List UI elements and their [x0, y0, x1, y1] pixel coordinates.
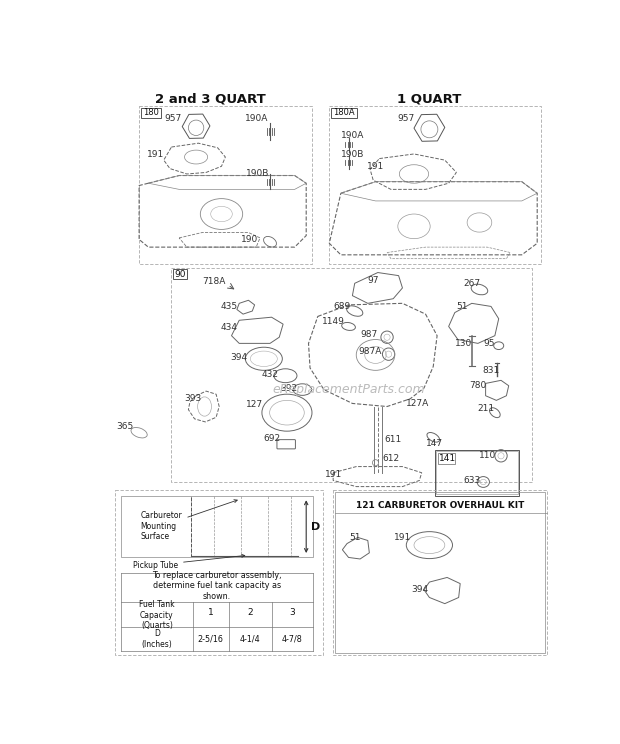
- Text: 191: 191: [394, 533, 411, 542]
- Text: Pickup Tube: Pickup Tube: [133, 554, 245, 570]
- Text: 611: 611: [384, 435, 402, 444]
- Text: 191: 191: [367, 161, 384, 171]
- Text: 689: 689: [334, 302, 351, 311]
- Text: 110: 110: [479, 452, 496, 461]
- Text: 97: 97: [368, 276, 379, 285]
- Text: 130: 130: [456, 339, 472, 348]
- Text: To replace carburetor assembly,
determine fuel tank capacity as
shown.: To replace carburetor assembly, determin…: [152, 571, 281, 601]
- Text: 211: 211: [477, 404, 494, 414]
- Text: 2-5/16: 2-5/16: [198, 635, 224, 644]
- Text: 394: 394: [411, 586, 428, 594]
- Bar: [438, 452, 455, 464]
- Text: 180A: 180A: [333, 109, 355, 118]
- Bar: [329, 106, 541, 264]
- Text: 95: 95: [483, 339, 494, 348]
- Text: Carburetor
Mounting
Surface: Carburetor Mounting Surface: [141, 500, 237, 541]
- Text: 612: 612: [383, 455, 399, 464]
- Bar: [436, 451, 518, 494]
- Bar: [335, 492, 545, 653]
- Text: 957: 957: [164, 114, 182, 123]
- Bar: [333, 490, 547, 655]
- Text: 190: 190: [241, 235, 259, 244]
- Text: 190B: 190B: [246, 170, 269, 179]
- Text: 365: 365: [117, 422, 134, 431]
- Text: 127A: 127A: [406, 399, 430, 408]
- Text: 147: 147: [426, 439, 443, 448]
- Text: 957: 957: [397, 114, 415, 123]
- Text: 2: 2: [247, 609, 253, 618]
- Bar: [139, 106, 312, 264]
- Text: 718A: 718A: [202, 278, 226, 286]
- Bar: [141, 108, 161, 118]
- Bar: [173, 269, 187, 280]
- Text: 190B: 190B: [341, 150, 364, 159]
- Text: 121 CARBURETOR OVERHAUL KIT: 121 CARBURETOR OVERHAUL KIT: [356, 501, 525, 510]
- Text: 3: 3: [290, 609, 295, 618]
- Text: 392: 392: [280, 384, 297, 393]
- Bar: [435, 449, 520, 496]
- Bar: [115, 490, 323, 655]
- Text: 90: 90: [174, 270, 185, 279]
- Text: 633: 633: [463, 476, 480, 485]
- Text: 1: 1: [208, 609, 214, 618]
- Text: 190A: 190A: [244, 114, 268, 123]
- Text: 987: 987: [360, 330, 377, 339]
- Text: 190A: 190A: [341, 131, 364, 140]
- Text: Fuel Tank
Capacity
(Quarts): Fuel Tank Capacity (Quarts): [139, 600, 175, 630]
- Text: 435: 435: [221, 302, 237, 311]
- Text: 1 QUART: 1 QUART: [397, 93, 461, 106]
- Text: 434: 434: [221, 324, 237, 333]
- Text: 2 and 3 QUART: 2 and 3 QUART: [154, 93, 265, 106]
- Text: 4-7/8: 4-7/8: [282, 635, 303, 644]
- Text: 394: 394: [231, 353, 248, 362]
- Text: 1149: 1149: [322, 318, 345, 327]
- Text: 780: 780: [469, 381, 487, 391]
- Text: 127: 127: [246, 400, 263, 409]
- Text: D: D: [311, 522, 320, 532]
- Text: D
(Inches): D (Inches): [141, 629, 172, 649]
- Bar: [172, 268, 532, 482]
- Text: 393: 393: [184, 394, 202, 403]
- Bar: [331, 108, 357, 118]
- Bar: [121, 496, 313, 557]
- Text: 831: 831: [482, 366, 500, 375]
- Text: 191: 191: [324, 469, 342, 479]
- Text: 51: 51: [349, 533, 360, 542]
- Text: 180: 180: [143, 109, 159, 118]
- Text: 692: 692: [263, 434, 280, 443]
- Text: 4-1/4: 4-1/4: [240, 635, 260, 644]
- Text: 141: 141: [440, 455, 456, 464]
- Text: 191: 191: [148, 150, 165, 159]
- Text: 267: 267: [463, 279, 480, 288]
- Text: 51: 51: [457, 302, 468, 311]
- Text: eReplacementParts.com: eReplacementParts.com: [272, 383, 425, 396]
- Text: 432: 432: [262, 370, 278, 379]
- Text: 987A: 987A: [358, 347, 382, 356]
